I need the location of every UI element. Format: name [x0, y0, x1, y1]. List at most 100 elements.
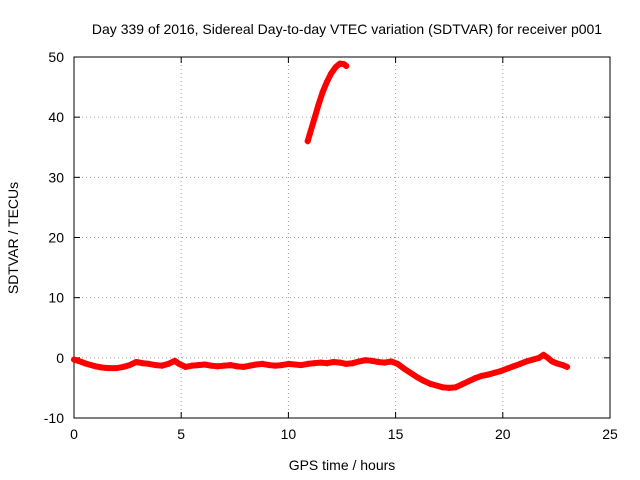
data-point	[564, 363, 571, 370]
data-point	[272, 362, 279, 369]
data-point	[553, 360, 560, 367]
data-point	[478, 372, 485, 379]
data-point	[356, 358, 363, 365]
data-point	[188, 362, 195, 369]
data-point	[315, 102, 322, 109]
data-point	[414, 374, 421, 381]
data-point	[133, 359, 140, 366]
series-layer	[71, 60, 571, 391]
data-point	[497, 368, 504, 375]
data-point	[433, 382, 440, 389]
data-point	[459, 381, 466, 388]
data-point	[323, 78, 330, 85]
data-point	[105, 365, 112, 372]
data-point	[182, 363, 189, 370]
data-point	[146, 360, 153, 367]
data-point	[214, 363, 221, 370]
data-point	[158, 362, 165, 369]
data-point	[71, 356, 77, 363]
data-point	[319, 88, 326, 95]
data-point	[510, 363, 517, 370]
x-tick-label: 15	[388, 426, 404, 442]
data-point	[343, 360, 350, 367]
data-point	[165, 360, 172, 367]
data-point	[120, 363, 127, 370]
data-point	[306, 131, 313, 138]
data-point	[98, 364, 105, 371]
data-point	[113, 365, 120, 372]
data-point	[330, 359, 337, 366]
data-point	[491, 369, 498, 376]
data-point	[446, 384, 453, 391]
x-tick-label: 25	[602, 426, 618, 442]
data-point	[278, 362, 285, 369]
data-point	[171, 357, 178, 364]
data-point	[465, 378, 472, 385]
x-axis-label: GPS time / hours	[289, 457, 396, 473]
data-point	[92, 363, 99, 370]
data-point	[343, 63, 350, 70]
data-point	[349, 360, 356, 367]
data-point	[246, 362, 253, 369]
data-point	[439, 384, 446, 391]
data-point	[381, 359, 388, 366]
data-point	[311, 116, 318, 123]
tick-layer: 0 5 10 15 20 25 -10 0 10 20 30 40 50	[44, 49, 618, 442]
data-point	[195, 362, 202, 369]
data-point	[317, 359, 324, 366]
series-line-2	[304, 60, 350, 145]
y-tick-label: 20	[48, 230, 64, 246]
data-point	[152, 362, 159, 369]
data-point	[362, 357, 369, 364]
data-point	[452, 384, 459, 391]
data-point	[176, 360, 183, 367]
y-tick-label: 0	[56, 350, 64, 366]
data-point	[201, 361, 208, 368]
data-point	[253, 361, 260, 368]
data-point	[328, 70, 335, 77]
data-point	[88, 362, 95, 369]
x-tick-label: 10	[281, 426, 297, 442]
data-point	[426, 380, 433, 387]
y-axis-label: SDTVAR / TECUs	[5, 182, 21, 294]
data-point	[536, 354, 543, 361]
data-point	[401, 365, 408, 372]
data-point	[484, 371, 491, 378]
data-point	[336, 359, 343, 366]
data-point	[285, 360, 292, 367]
data-point	[375, 359, 382, 366]
y-tick-label: 30	[48, 169, 64, 185]
data-point	[240, 363, 247, 370]
data-point	[388, 358, 395, 365]
data-point	[559, 362, 566, 369]
data-point	[227, 362, 234, 369]
data-point	[540, 351, 547, 358]
data-point	[139, 360, 146, 367]
data-point	[529, 356, 536, 363]
data-point	[291, 361, 298, 368]
data-point	[544, 354, 551, 361]
x-tick-label: 20	[495, 426, 511, 442]
data-point	[471, 375, 478, 382]
grid-layer	[74, 57, 610, 418]
data-point	[233, 363, 240, 370]
data-point	[208, 362, 215, 369]
data-point	[304, 360, 311, 367]
data-point	[332, 64, 339, 71]
x-tick-label: 5	[177, 426, 185, 442]
data-point	[221, 362, 228, 369]
data-point	[75, 357, 82, 364]
data-point	[369, 357, 376, 364]
data-point	[420, 377, 427, 384]
chart-title: Day 339 of 2016, Sidereal Day-to-day VTE…	[92, 21, 602, 37]
y-tick-label: -10	[44, 410, 64, 426]
y-tick-label: 50	[48, 49, 64, 65]
data-point	[126, 362, 133, 369]
data-point	[407, 369, 414, 376]
data-point	[323, 360, 330, 367]
y-tick-label: 10	[48, 290, 64, 306]
data-point	[266, 362, 273, 369]
x-tick-label: 0	[70, 426, 78, 442]
data-point	[504, 365, 511, 372]
